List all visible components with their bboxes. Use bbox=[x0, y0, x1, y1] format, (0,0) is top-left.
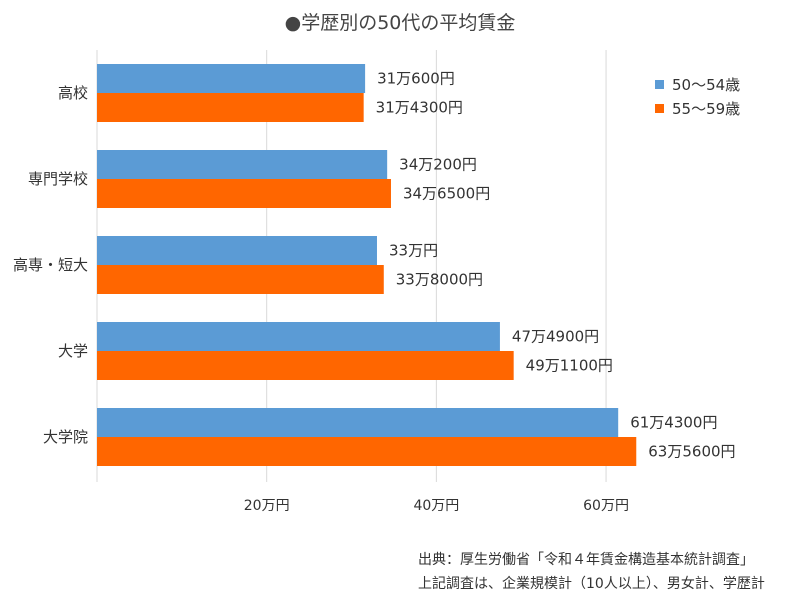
legend-swatch bbox=[655, 79, 664, 89]
x-tick-labels: 20万円 40万円 60万円 bbox=[244, 498, 629, 514]
data-labels: 31万600円 31万4300円 34万200円 34万6500円 33万円 33万800… bbox=[376, 70, 736, 461]
legend-label: 55～59歳 bbox=[672, 99, 741, 118]
data-label: 31万4300円 bbox=[376, 99, 463, 117]
bar bbox=[97, 437, 637, 466]
legend-swatch bbox=[655, 103, 664, 113]
data-label: 49万1100円 bbox=[526, 357, 613, 375]
legend-item: 50～54歳 bbox=[655, 72, 740, 96]
bar bbox=[97, 351, 514, 380]
legend-item: 55～59歳 bbox=[655, 96, 740, 120]
data-label: 31万600円 bbox=[377, 70, 455, 88]
x-tick-label: 40万円 bbox=[413, 498, 459, 514]
data-label: 33万円 bbox=[389, 242, 438, 260]
bar bbox=[97, 64, 366, 93]
source-note: 出典：厚生労働省「令和４年賃金構造基本統計調査」 上記調査は、企業規模計（10人… bbox=[418, 548, 765, 596]
bar bbox=[97, 408, 619, 437]
data-label: 34万6500円 bbox=[403, 185, 490, 203]
bar bbox=[97, 322, 500, 351]
data-label: 33万8000円 bbox=[396, 271, 483, 289]
category-label: 高校 bbox=[58, 84, 88, 102]
category-label: 大学院 bbox=[43, 428, 88, 446]
bar bbox=[97, 265, 384, 294]
data-label: 61万4300円 bbox=[630, 414, 717, 432]
category-label: 大学 bbox=[58, 342, 88, 360]
bar bbox=[97, 93, 364, 122]
chart-title: ●学歴別の50代の平均賃金 bbox=[284, 12, 516, 34]
legend: 50～54歳 55～59歳 bbox=[655, 72, 740, 120]
source-line: 上記調査は、企業規模計（10人以上）、男女計、学歴計 bbox=[418, 576, 765, 592]
data-label: 47万4900円 bbox=[512, 328, 599, 346]
category-label: 専門学校 bbox=[28, 170, 88, 188]
source-line: 出典：厚生労働省「令和４年賃金構造基本統計調査」 bbox=[418, 552, 754, 568]
bar bbox=[97, 236, 377, 265]
data-label: 63万5600円 bbox=[648, 443, 735, 461]
bar bbox=[97, 179, 391, 208]
bars bbox=[97, 64, 637, 466]
bar bbox=[97, 150, 388, 179]
category-label: 高専・短大 bbox=[13, 256, 88, 274]
x-tick-label: 60万円 bbox=[583, 498, 629, 514]
legend-label: 50～54歳 bbox=[672, 75, 741, 94]
x-tick-label: 20万円 bbox=[244, 498, 290, 514]
data-label: 34万200円 bbox=[399, 156, 477, 174]
